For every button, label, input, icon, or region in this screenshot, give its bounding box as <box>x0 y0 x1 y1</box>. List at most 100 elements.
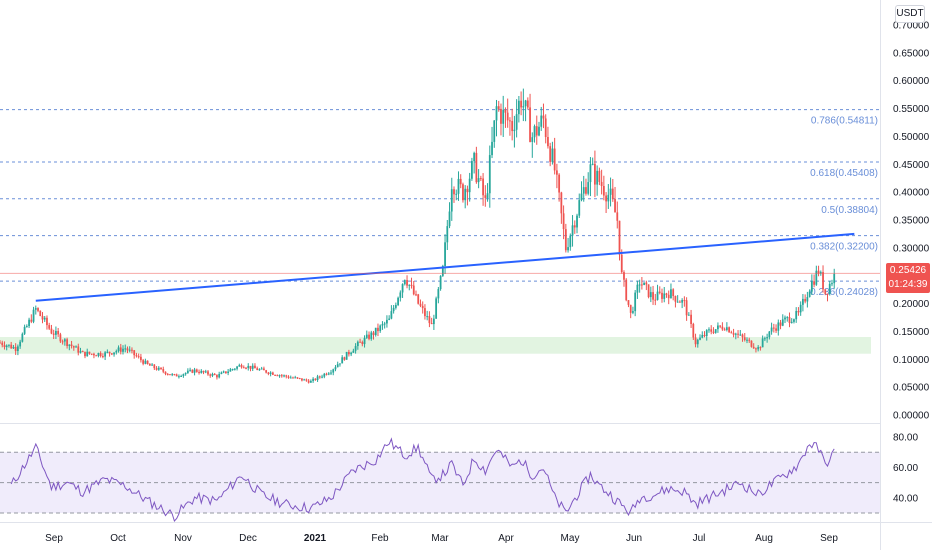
candle-body <box>759 347 762 349</box>
candle-body <box>0 342 1 344</box>
candle-body <box>260 368 263 370</box>
candle-body <box>406 280 408 286</box>
candle-body <box>126 348 129 351</box>
candle-body <box>160 367 162 370</box>
candle-body <box>486 193 489 198</box>
candle-body <box>596 170 599 185</box>
candle-body <box>274 374 276 376</box>
candle-body <box>817 270 820 274</box>
candle-body <box>797 311 800 313</box>
candle-body <box>649 292 652 298</box>
candle-body <box>204 371 207 373</box>
candle-body <box>446 226 449 243</box>
candle-body <box>428 316 431 324</box>
candle-body <box>41 315 44 320</box>
candle-body <box>611 188 614 199</box>
candle-body <box>276 375 279 377</box>
candle-body <box>739 334 742 336</box>
candle-body <box>301 378 303 381</box>
candle-body <box>153 364 156 369</box>
candle-body <box>616 212 619 221</box>
candle-body <box>678 301 681 303</box>
candle-body <box>672 289 675 297</box>
candle-body <box>21 333 24 342</box>
candle-body <box>506 112 509 121</box>
candle-body <box>59 334 62 342</box>
candle-body <box>748 339 751 341</box>
price-tick-label: 0.30000 <box>893 243 930 254</box>
candle-body <box>643 282 646 285</box>
candle-body <box>365 334 368 338</box>
candle-body <box>471 161 473 179</box>
candle-body <box>703 334 706 337</box>
candle-body <box>594 163 596 185</box>
candle-body <box>788 317 791 323</box>
candle-body <box>48 325 51 329</box>
time-tick-label: Jun <box>626 533 642 544</box>
candle-body <box>426 316 429 318</box>
candle-body <box>766 337 769 339</box>
candle-body <box>296 377 299 379</box>
candle-body <box>122 348 124 352</box>
candle-body <box>737 333 739 335</box>
candle-body <box>694 337 697 345</box>
candle-body <box>1 342 4 346</box>
candle-body <box>256 368 259 371</box>
candle-body <box>117 347 120 351</box>
candle-body <box>728 327 731 333</box>
candle-body <box>432 318 435 325</box>
candle-body <box>68 344 71 346</box>
candle-body <box>164 371 167 374</box>
candle-body <box>540 115 543 127</box>
candle-body <box>148 364 151 366</box>
candle-body <box>46 317 48 326</box>
price-axis[interactable]: 0.70000 0.65000 0.60000 0.55000 0.50000 0.450… <box>893 21 930 422</box>
trendline[interactable] <box>35 232 855 302</box>
candle-body <box>220 372 223 375</box>
candle-body <box>321 376 323 378</box>
candle-body <box>97 352 100 356</box>
trendline-segment[interactable] <box>35 232 855 302</box>
candle-body <box>399 292 402 298</box>
candle-body <box>10 344 13 349</box>
candle-body <box>180 375 183 377</box>
candle-body <box>231 369 234 371</box>
candle-body <box>763 338 766 340</box>
candle-body <box>544 118 547 138</box>
candle-body <box>258 369 261 371</box>
candle-body <box>305 379 308 381</box>
candle-body <box>211 373 214 376</box>
candle-body <box>435 298 438 319</box>
candle-body <box>667 294 670 299</box>
candle-body <box>363 337 366 345</box>
currency-label[interactable]: USDT <box>895 5 925 23</box>
candle-body <box>531 137 534 142</box>
candle-body <box>193 369 196 373</box>
candle-body <box>513 129 516 132</box>
candle-body <box>750 340 753 347</box>
time-axis[interactable]: Sep Oct Nov Dec 2021 Feb Mar Apr May Jun Jul Aug Sep <box>45 533 838 544</box>
candle-body <box>14 346 17 352</box>
candle-body <box>714 329 717 333</box>
candle-body <box>477 178 480 183</box>
candle-body <box>511 121 514 132</box>
candle-body <box>298 377 301 379</box>
rsi-line <box>10 437 835 522</box>
candle-body <box>473 152 476 162</box>
candle-body <box>374 327 377 336</box>
candle-body <box>598 170 601 182</box>
candle-body <box>517 100 520 115</box>
candle-body <box>171 374 174 376</box>
candle-body <box>236 366 238 369</box>
candle-body <box>462 184 464 201</box>
candle-body <box>218 374 221 378</box>
time-tick-label: Feb <box>371 533 389 544</box>
candle-body <box>307 380 310 383</box>
candle-body <box>757 347 760 350</box>
candle-body <box>182 374 185 376</box>
price-tick-label: 0.55000 <box>893 104 930 115</box>
rsi-tick-label: 40.00 <box>893 493 918 504</box>
support-zone-rect[interactable] <box>0 337 871 354</box>
candle-body <box>263 368 265 371</box>
time-tick-label: Apr <box>498 533 514 544</box>
